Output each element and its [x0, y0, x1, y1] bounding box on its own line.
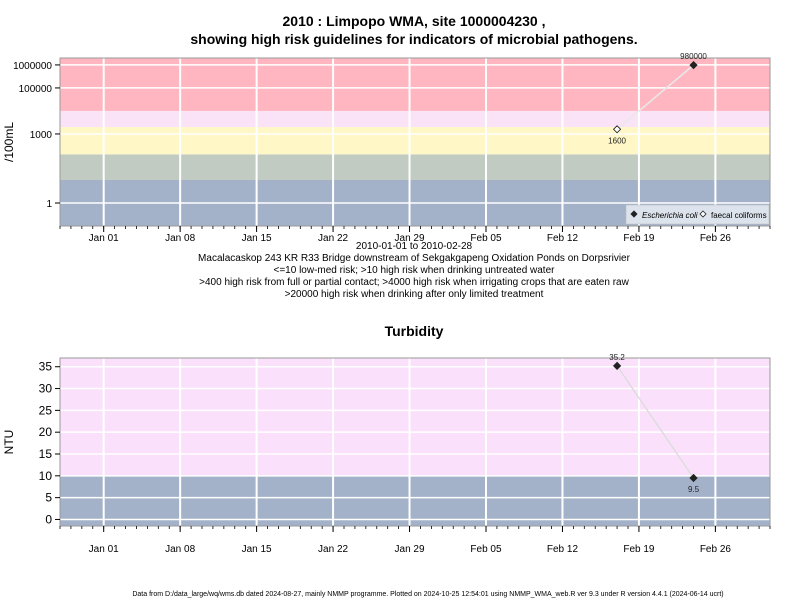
data-label: 980000 — [680, 52, 707, 61]
band — [60, 475, 770, 526]
x-tick-label: Jan 15 — [242, 544, 272, 555]
x-tick-label: Jan 08 — [165, 544, 195, 555]
plot-frame — [59, 357, 771, 527]
y-axis-ticks: 1 1000 100000 1000000 — [13, 61, 60, 210]
y-tick-label: 0 — [45, 512, 52, 526]
data-label: 35.2 — [609, 353, 625, 362]
x-tick-label: Jan 01 — [89, 544, 119, 555]
data-series: 980000 1600 — [608, 52, 707, 145]
x-tick-label: Jan 22 — [318, 544, 348, 555]
x-tick-label: Feb 12 — [547, 544, 579, 555]
x-tick-label: Jan 01 — [89, 233, 119, 244]
plot-frame — [59, 57, 771, 227]
x-axis-ticks: Jan 01 Jan 08 Jan 15 Jan 22 Jan 29 Feb 05 Feb … — [59, 526, 771, 555]
x-tick-label: Feb 26 — [700, 233, 732, 244]
x-tick-label: Feb 12 — [547, 233, 579, 244]
data-series: 35.2 9.5 — [609, 353, 699, 494]
risk-note-1: <=10 low-med risk; >10 high risk when dr… — [274, 265, 556, 276]
x-axis-ticks: Jan 01 Jan 08 Jan 15 Jan 22 Jan 29 Feb 05 Feb … — [59, 226, 771, 244]
turbidity-bands — [60, 358, 770, 526]
chart2-y-axis-label: NTU — [2, 430, 16, 455]
data-point — [689, 473, 698, 483]
y-tick-label: 25 — [39, 403, 53, 417]
x-tick-label: Feb 26 — [700, 544, 732, 555]
x-tick-label: Jan 29 — [395, 233, 425, 244]
chart1-title-line2: showing high risk guidelines for indicat… — [190, 31, 637, 47]
data-point — [612, 361, 622, 370]
legend-label-faecal: faecal coliforms — [711, 211, 767, 220]
y-tick-label: 100000 — [19, 84, 53, 95]
legend-box — [625, 204, 770, 225]
chart2-title: Turbidity — [385, 323, 444, 339]
y-tick-label: 5 — [45, 491, 52, 505]
y-tick-label: 20 — [39, 425, 53, 439]
legend-label-ecoli: Escherichia coli — [642, 211, 698, 220]
footer-note: Data from D:/data_large/wq/wms.db dated … — [132, 591, 723, 598]
series-connector — [616, 64, 695, 130]
band — [60, 154, 770, 180]
x-tick-label: Feb 19 — [623, 544, 655, 555]
x-tick-label: Jan 15 — [242, 233, 272, 244]
x-tick-label: Jan 29 — [395, 544, 425, 555]
x-tick-label: Feb 05 — [470, 544, 502, 555]
chart1-title-line1: 2010 : Limpopo WMA, site 1000004230 , — [283, 13, 546, 29]
band — [60, 358, 770, 476]
x-tick-label: Feb 19 — [623, 233, 655, 244]
risk-bands — [60, 58, 770, 226]
y-tick-label: 10 — [39, 469, 53, 483]
y-tick-label: 1 — [46, 199, 52, 210]
legend-marker-faecal — [699, 210, 707, 218]
chart1-y-axis-label: /100mL — [2, 122, 16, 162]
legend-marker-ecoli — [630, 210, 638, 218]
y-tick-label: 30 — [39, 382, 53, 396]
y-tick-label: 1000000 — [13, 61, 52, 72]
risk-note-3: >20000 high risk when drinking after onl… — [285, 289, 544, 300]
gridlines — [60, 358, 770, 526]
y-tick-label: 35 — [39, 360, 53, 374]
legend: Escherichia coli faecal coliforms — [625, 204, 770, 225]
data-label: 1600 — [608, 136, 626, 145]
site-description-note: Macalacaskop 243 KR R33 Bridge downstrea… — [198, 253, 631, 264]
y-tick-label: 1000 — [30, 130, 53, 141]
date-range-note: 2010-01-01 to 2010-02-28 — [356, 241, 473, 252]
y-axis-ticks: 0 5 10 15 20 25 30 35 — [39, 360, 60, 526]
gridlines — [60, 58, 770, 226]
x-tick-label: Jan 22 — [318, 233, 348, 244]
band — [60, 110, 770, 128]
y-tick-label: 15 — [39, 447, 53, 461]
data-label: 9.5 — [688, 485, 700, 494]
x-tick-label: Feb 05 — [470, 233, 502, 244]
risk-note-2: >400 high risk from full or partial cont… — [199, 277, 629, 288]
data-point — [689, 60, 698, 70]
chart1-notes: 2010-01-01 to 2010-02-28 Macalacaskop 24… — [198, 241, 631, 300]
series-line — [616, 365, 695, 479]
x-tick-label: Jan 08 — [165, 233, 195, 244]
data-point — [612, 125, 622, 134]
band — [60, 58, 770, 111]
band — [60, 127, 770, 155]
